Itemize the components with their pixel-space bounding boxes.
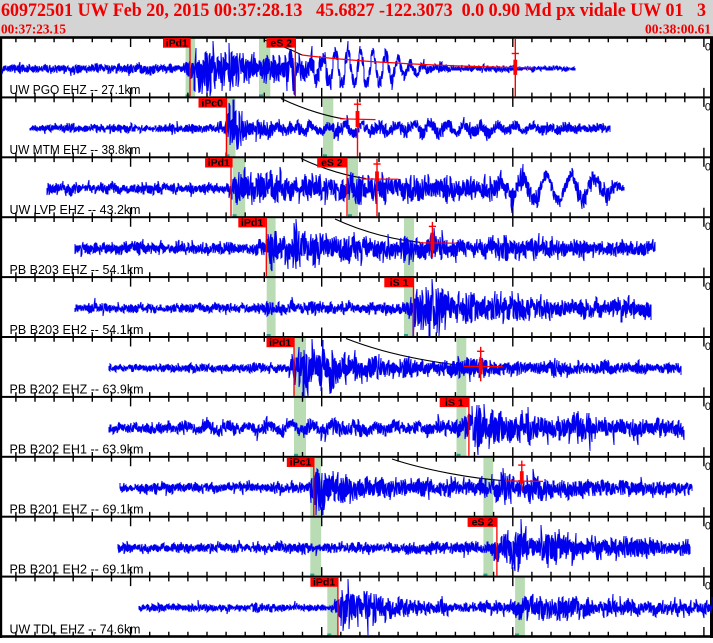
svg-text:PB B201 EHZ -- 69.1km: PB B201 EHZ -- 69.1km	[10, 503, 144, 517]
svg-text:60972501 UW Feb 20, 2015 00:37: 60972501 UW Feb 20, 2015 00:37:28.13 45.…	[1, 0, 706, 21]
svg-text:0: 0	[705, 221, 711, 233]
svg-text:iS 1: iS 1	[390, 277, 409, 289]
svg-text:iPc1: iPc1	[290, 457, 312, 469]
svg-text:iPd1: iPd1	[208, 157, 230, 169]
svg-text:PB B203 EHZ -- 54.1km: PB B203 EHZ -- 54.1km	[10, 263, 144, 277]
svg-text:iS 1: iS 1	[445, 397, 464, 409]
svg-text:iPd1: iPd1	[269, 337, 291, 349]
svg-text:0: 0	[705, 101, 711, 113]
svg-text:00:38:00.61: 00:38:00.61	[645, 23, 711, 38]
svg-text:0: 0	[705, 281, 711, 293]
svg-text:UW LVP EHZ -- 43.2km: UW LVP EHZ -- 43.2km	[10, 203, 141, 217]
svg-text:0: 0	[705, 461, 711, 473]
svg-text:iPc0: iPc0	[201, 97, 223, 109]
svg-text:eS 2: eS 2	[472, 517, 494, 529]
svg-text:0: 0	[705, 42, 711, 54]
svg-text:00:37:23.15: 00:37:23.15	[1, 23, 66, 38]
svg-text:eS 2: eS 2	[321, 157, 343, 169]
svg-text:0: 0	[705, 581, 711, 593]
svg-text:iPd1: iPd1	[241, 217, 263, 229]
svg-text:0: 0	[705, 521, 711, 533]
svg-text:PB B202 EH1 -- 63.9km: PB B202 EH1 -- 63.9km	[10, 443, 144, 457]
svg-text:0: 0	[705, 401, 711, 413]
svg-text:0: 0	[705, 341, 711, 353]
svg-text:UW MTM EHZ -- 38.8km: UW MTM EHZ -- 38.8km	[10, 143, 141, 157]
svg-text:iPd1: iPd1	[313, 577, 335, 589]
svg-text:PB B201 EH2 -- 69.1km: PB B201 EH2 -- 69.1km	[10, 562, 144, 576]
svg-text:UW PGO EHZ -- 27.1km: UW PGO EHZ -- 27.1km	[10, 83, 141, 97]
svg-text:UW TDL EHZ -- 74.6km: UW TDL EHZ -- 74.6km	[10, 622, 141, 636]
svg-text:eS 2: eS 2	[270, 37, 292, 49]
svg-text:PB B203 EH2 -- 54.1km: PB B203 EH2 -- 54.1km	[10, 323, 144, 337]
svg-text:PB B202 EHZ -- 63.9km: PB B202 EHZ -- 63.9km	[10, 383, 144, 397]
svg-text:iPd1: iPd1	[166, 37, 188, 49]
svg-text:0: 0	[705, 161, 711, 173]
